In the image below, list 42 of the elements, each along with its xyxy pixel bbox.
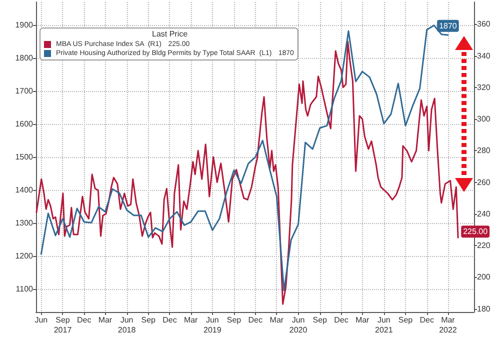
x-tick-label: Sep <box>312 316 328 324</box>
x-tick-label: Dec <box>334 316 348 324</box>
y2-tick-label: 300 <box>477 114 491 124</box>
y-tick-label: 1300 <box>15 218 34 228</box>
y2-tick-label: 220 <box>477 241 491 250</box>
data-label: 1870 <box>439 21 458 30</box>
y-tick-label: 1800 <box>15 54 34 63</box>
y2-tick-label: 260 <box>477 178 491 187</box>
y-tick-label: 1200 <box>15 251 34 260</box>
x-tick-label: Mar <box>98 316 112 324</box>
data-label: 225.00 <box>463 227 488 236</box>
y-tick-label: 1900 <box>15 20 34 30</box>
y-tick-label: 1100 <box>16 284 34 294</box>
y-tick-label: 1700 <box>15 86 34 96</box>
y2-tick-label: 280 <box>477 146 491 156</box>
y-tick-label: 1500 <box>15 152 34 162</box>
x-tick-label: Sep <box>226 316 242 324</box>
x-tick-label: Dec <box>76 316 92 324</box>
x-tick-label: Jun 2018 <box>118 316 136 334</box>
x-tick-label: Mar <box>270 316 284 324</box>
y2-tick-label: 200 <box>477 272 491 282</box>
y2-tick-label: 240 <box>477 209 491 218</box>
y2-tick-label: 340 <box>477 51 491 60</box>
y2-tick-label: 320 <box>477 82 491 92</box>
y2-tick-label: 180 <box>477 304 491 314</box>
legend-title: Last Price <box>152 30 188 38</box>
x-tick-label: Jun 2021 <box>375 316 394 334</box>
x-tick-label: Jun 2020 <box>289 316 308 334</box>
x-tick-label: Dec <box>162 316 177 324</box>
x-tick-label: Jun 2019 <box>204 316 222 334</box>
x-tick-label: Mar 2022 <box>439 316 458 334</box>
x-tick-label: Sep <box>398 316 414 324</box>
y2-tick-label: 360 <box>477 20 491 29</box>
x-tick-label: Jun <box>34 316 48 324</box>
y-tick-label: 1400 <box>15 185 34 194</box>
x-tick-label: Sep 2017 <box>54 316 72 334</box>
x-tick-label: Mar <box>184 316 198 324</box>
x-tick-label: Sep <box>141 316 156 324</box>
y-tick-label: 1600 <box>15 120 34 129</box>
x-tick-label: Dec <box>420 316 434 324</box>
x-tick-label: Mar <box>355 316 370 324</box>
x-tick-label: Dec <box>248 316 262 324</box>
